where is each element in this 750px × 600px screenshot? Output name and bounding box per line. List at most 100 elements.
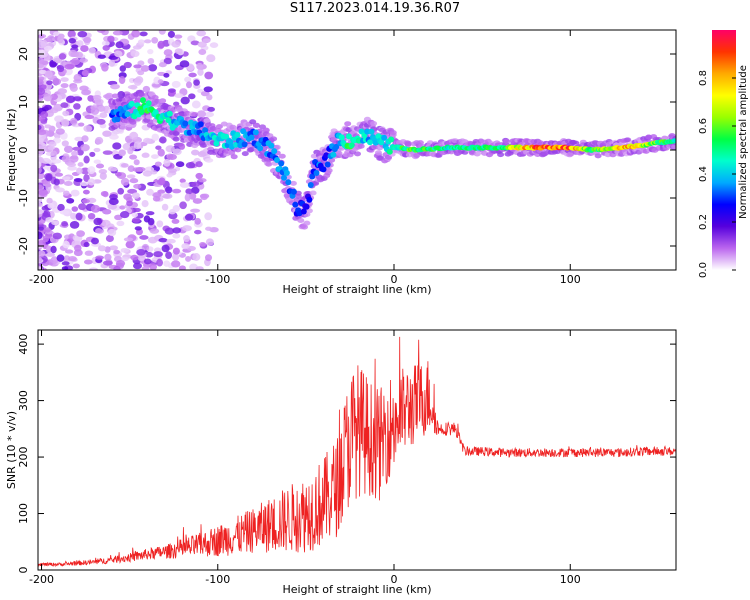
heatmap-cell [206, 54, 216, 63]
heatmap-cell [161, 244, 170, 253]
heatmap-cell [147, 217, 155, 226]
heatmap-cell [75, 212, 83, 221]
heatmap-cell [144, 251, 154, 258]
heatmap-cell [131, 30, 141, 38]
heatmap-cell [292, 201, 299, 208]
heatmap-cell [378, 139, 385, 146]
heatmap-cell [96, 118, 106, 125]
heatmap-cell [69, 221, 80, 229]
heatmap-cell [77, 162, 84, 167]
heatmap-cell [157, 71, 166, 76]
heatmap-cell [102, 150, 113, 155]
heatmap-cell [285, 179, 292, 186]
heatmap-cell [137, 70, 145, 76]
heatmap-cell [38, 34, 45, 39]
heatmap-cell [190, 40, 200, 46]
heatmap-cell [168, 168, 177, 173]
heatmap-cell [69, 117, 78, 125]
heatmap-cell [188, 192, 197, 200]
heatmap-cell [126, 200, 133, 207]
heatmap-cell [38, 40, 47, 49]
heatmap-cell [143, 258, 152, 265]
heatmap-cell [139, 31, 148, 37]
x-tick-label: -200 [29, 573, 54, 586]
heatmap-cell [113, 249, 120, 255]
heatmap-cell [165, 251, 173, 260]
heatmap-cell [127, 84, 138, 90]
heatmap-cell [324, 161, 331, 168]
heatmap-cell [108, 197, 119, 206]
heatmap-cell [76, 167, 83, 175]
heatmap-cell [178, 143, 186, 150]
heatmap-cell [46, 80, 53, 86]
heatmap-cell [163, 260, 171, 267]
heatmap-cell [172, 148, 182, 156]
heatmap-cell [241, 141, 248, 148]
heatmap-cell [338, 134, 345, 141]
colorbar-tick-label: 0.6 [698, 118, 709, 134]
heatmap-cell [38, 197, 43, 204]
heatmap-cell [215, 124, 223, 130]
heatmap-cell [131, 217, 141, 223]
heatmap-cell [151, 36, 159, 44]
heatmap-cell [191, 181, 200, 188]
heatmap-cell [156, 179, 165, 186]
heatmap-cell [624, 137, 632, 143]
heatmap-cell [104, 253, 112, 261]
heatmap-cell [120, 163, 129, 168]
heatmap-cell [114, 50, 123, 58]
heatmap-cell [290, 188, 297, 195]
heatmap-cell [68, 37, 76, 44]
heatmap-cell [281, 174, 287, 181]
heatmap-cell [388, 136, 395, 143]
heatmap-cell [179, 201, 187, 210]
heatmap-cell [101, 63, 109, 72]
heatmap-cell [80, 45, 89, 53]
heatmap-cell [141, 152, 150, 158]
heatmap-cell [61, 118, 70, 127]
heatmap-cell [223, 133, 230, 140]
heatmap-cell [132, 167, 143, 172]
heatmap-cell [367, 139, 373, 146]
heatmap-cell [69, 154, 79, 163]
heatmap-cell [271, 148, 278, 155]
heatmap-cell [136, 249, 146, 256]
heatmap-cell [126, 174, 136, 179]
heatmap-cell [38, 87, 46, 96]
heatmap-cell [79, 181, 89, 187]
heatmap-cell [289, 180, 297, 186]
heatmap-cell [119, 65, 127, 72]
heatmap-cell [179, 182, 190, 188]
heatmap-cell [47, 145, 56, 151]
colorbar-tick-label: 0.8 [698, 70, 709, 86]
heatmap-cell [60, 83, 69, 89]
heatmap-cell [207, 106, 215, 112]
heatmap-cell [333, 143, 340, 150]
heatmap-cell [368, 128, 375, 135]
heatmap-cell [142, 170, 153, 177]
heatmap-cell [43, 227, 51, 233]
heatmap-cell [53, 178, 60, 186]
heatmap-cell [97, 245, 107, 252]
heatmap-cell [117, 90, 126, 99]
plot-frame [37, 329, 677, 571]
heatmap-cell [133, 159, 140, 166]
heatmap-cell [102, 209, 112, 215]
heatmap-cell [108, 55, 119, 60]
heatmap-cell [185, 81, 193, 89]
heatmap-cell [38, 184, 44, 190]
heatmap-cell [115, 41, 124, 49]
heatmap-cell [183, 235, 190, 243]
heatmap-cell [49, 107, 59, 114]
heatmap-cell [330, 151, 337, 158]
heatmap-cell [71, 44, 79, 49]
heatmap-cell [63, 145, 74, 153]
heatmap-cell [157, 189, 166, 194]
heatmap-cell [78, 122, 85, 127]
heatmap-cell [88, 267, 99, 270]
heatmap-cell [151, 83, 162, 88]
heatmap-cell [129, 119, 137, 125]
heatmap-cell [197, 68, 204, 76]
heatmap-cell [81, 69, 89, 77]
heatmap-cell [93, 159, 101, 164]
